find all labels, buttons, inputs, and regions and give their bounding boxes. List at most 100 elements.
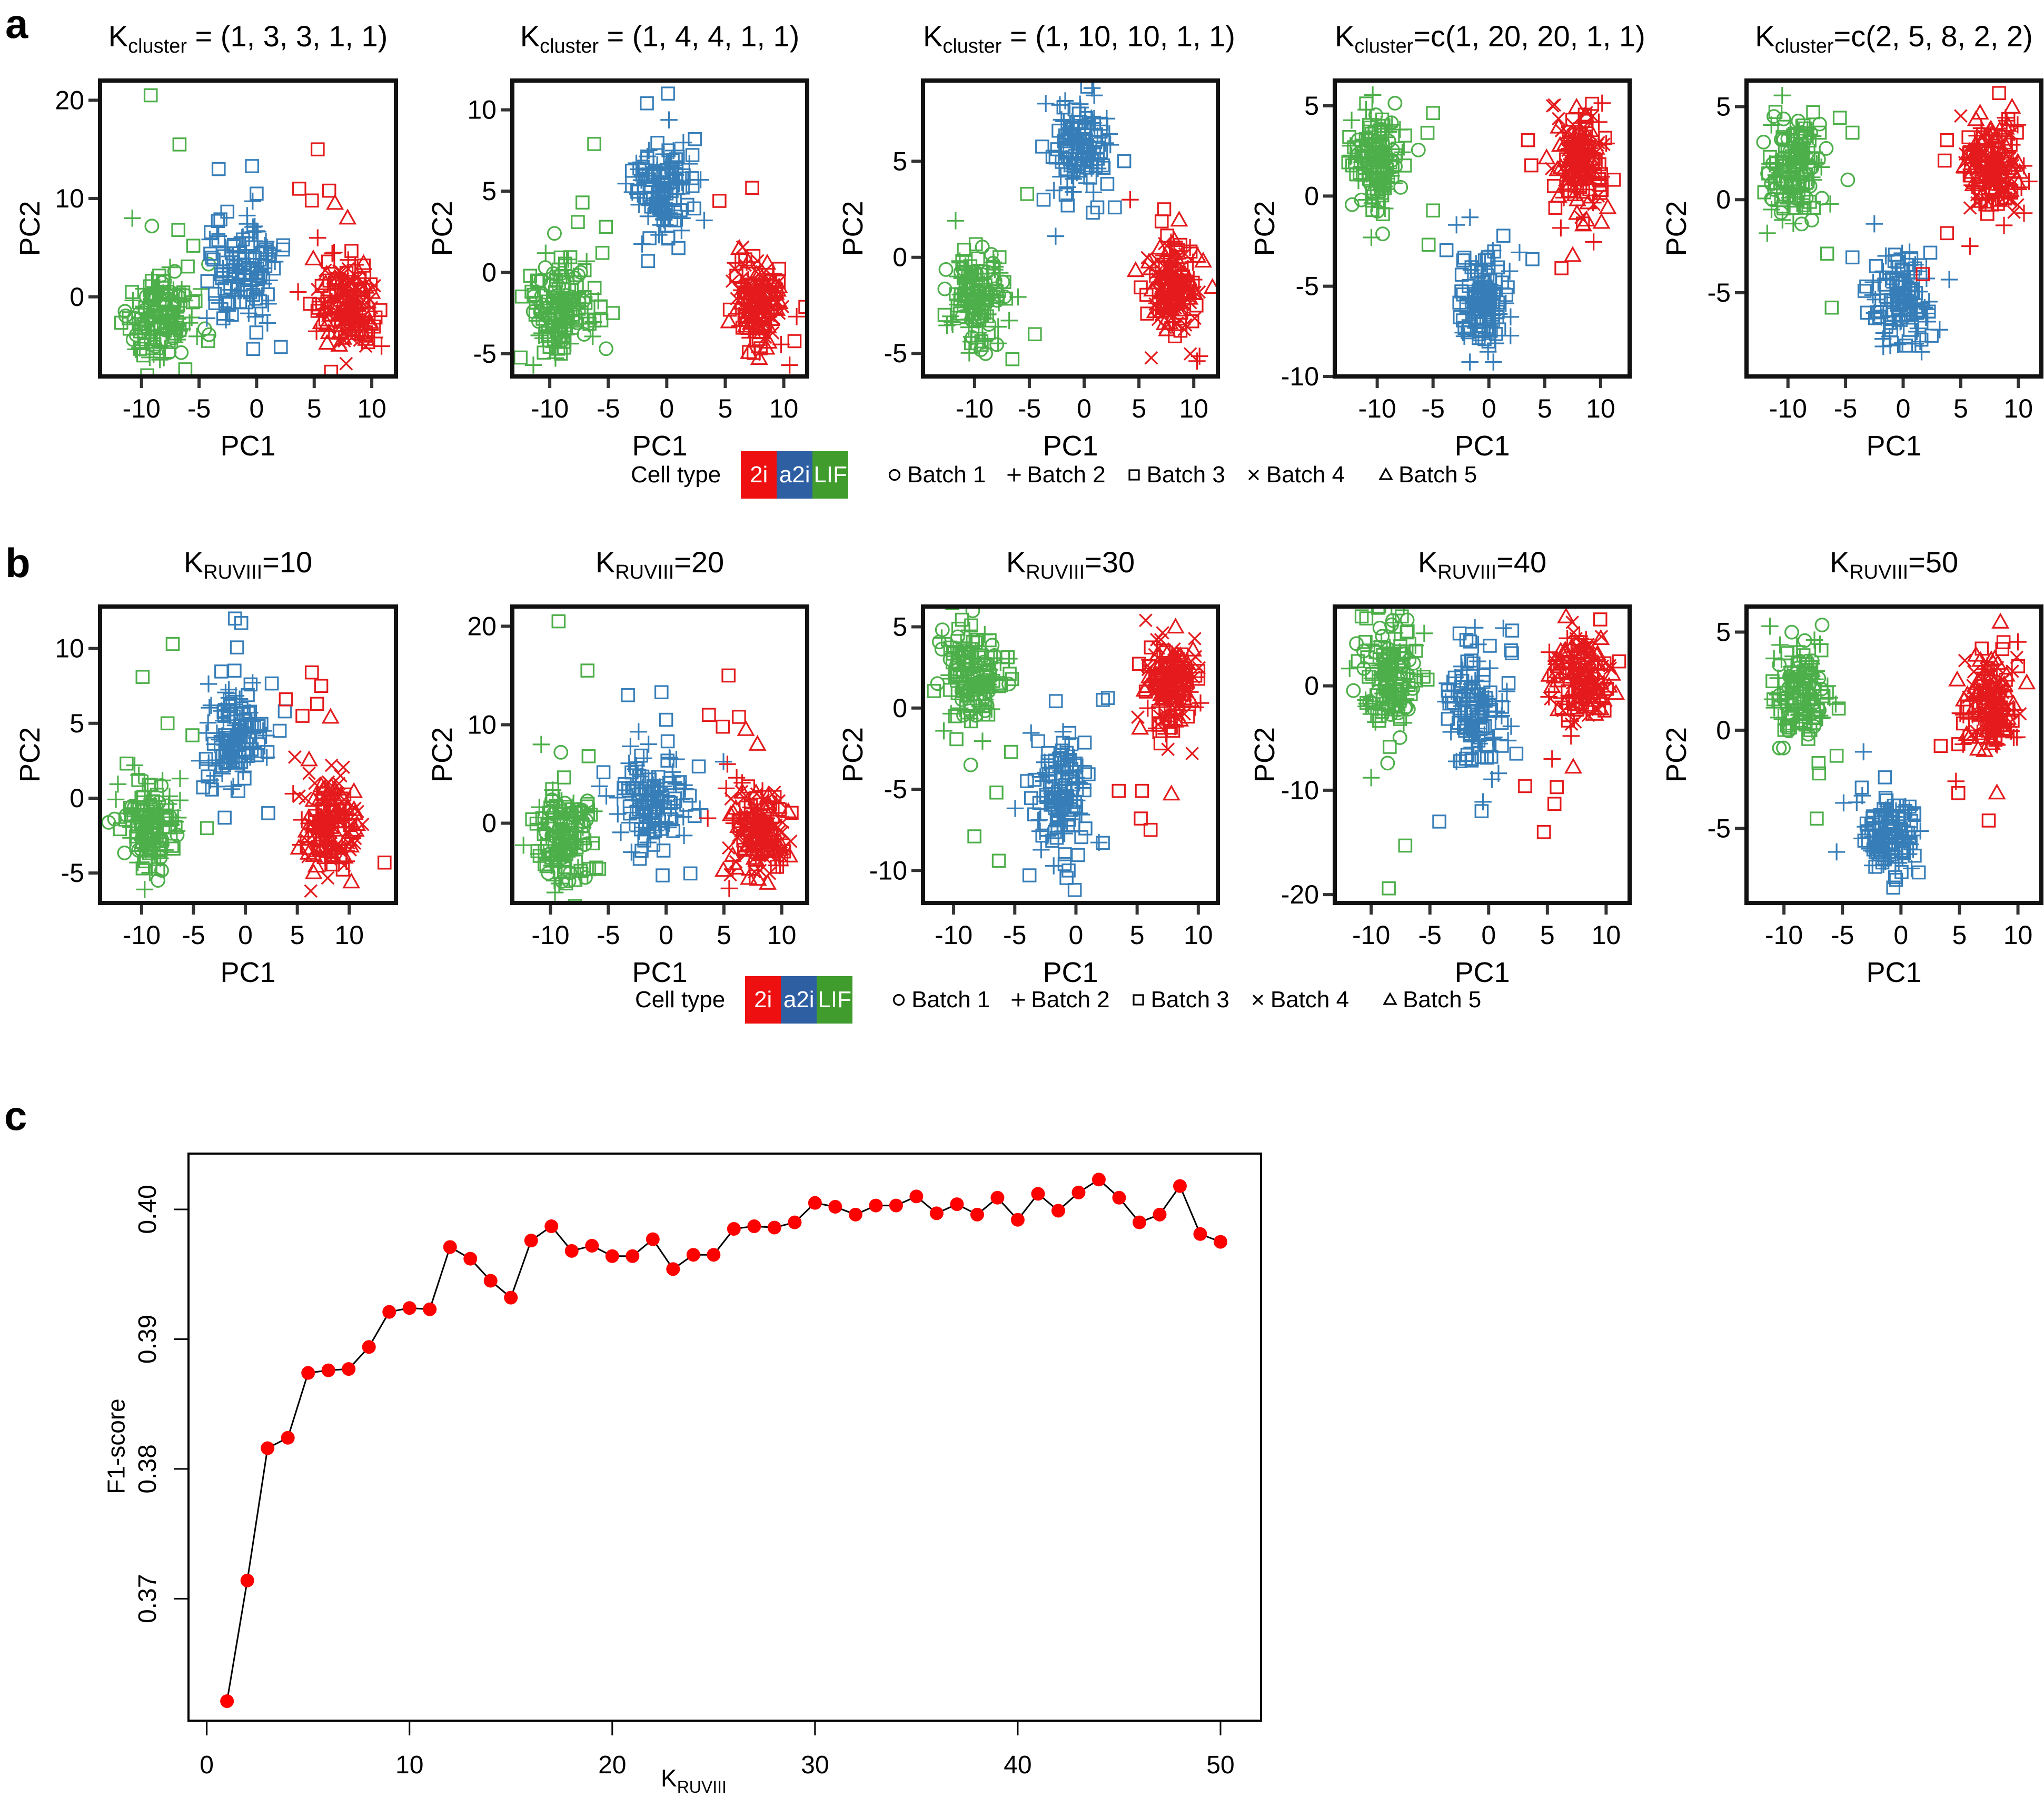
point-a2i bbox=[217, 281, 232, 296]
y-tick-label: 10 bbox=[55, 634, 84, 663]
point-a2i bbox=[1036, 192, 1051, 207]
point-lif bbox=[599, 341, 613, 356]
point-2i bbox=[319, 843, 333, 858]
legend-batch-5: Batch 5 bbox=[1376, 462, 1477, 488]
scatter-title-sub: cluster bbox=[128, 35, 187, 57]
point-lif bbox=[969, 291, 984, 305]
point-2i bbox=[754, 299, 772, 315]
point-a2i bbox=[1497, 294, 1515, 312]
point-2i bbox=[1194, 251, 1213, 268]
point-a2i bbox=[1453, 310, 1467, 324]
point-2i bbox=[1988, 154, 2002, 168]
point-2i bbox=[1933, 739, 1948, 753]
scatter-title-sub: RUVIII bbox=[203, 561, 263, 583]
point-lif bbox=[965, 330, 980, 345]
point-a2i bbox=[219, 302, 236, 320]
point-a2i bbox=[1054, 779, 1068, 793]
point-2i bbox=[1563, 697, 1577, 711]
point-2i bbox=[1581, 141, 1600, 157]
point-2i bbox=[361, 313, 380, 329]
point-lif bbox=[986, 673, 1000, 688]
point-a2i bbox=[660, 195, 678, 213]
point-a2i bbox=[654, 685, 669, 700]
point-lif bbox=[1373, 633, 1390, 650]
point-2i bbox=[1188, 352, 1206, 370]
point-2i bbox=[1138, 684, 1153, 699]
y-axis-label: PC2 bbox=[426, 727, 458, 782]
point-2i bbox=[340, 251, 357, 269]
point-2i bbox=[779, 802, 798, 818]
x-tick-label: 5 bbox=[307, 394, 322, 423]
point-lif bbox=[1426, 203, 1440, 218]
y-tick-label: 0.38 bbox=[134, 1444, 162, 1493]
point-2i bbox=[304, 884, 318, 898]
point-a2i bbox=[216, 239, 234, 256]
point-2i bbox=[740, 343, 758, 359]
point-lif bbox=[949, 732, 964, 747]
point-a2i bbox=[1474, 804, 1489, 818]
point-lif bbox=[137, 828, 152, 843]
point-a2i bbox=[651, 778, 669, 796]
point-lif bbox=[1786, 158, 1801, 173]
point-2i bbox=[321, 305, 340, 322]
y-tick-label: 5 bbox=[1716, 617, 1731, 647]
point-lif bbox=[1787, 201, 1801, 215]
point-lif bbox=[991, 264, 1009, 282]
point-a2i bbox=[1058, 187, 1073, 202]
point-a2i bbox=[246, 342, 261, 356]
point-a2i bbox=[1006, 800, 1024, 817]
plus-icon bbox=[1011, 993, 1025, 1007]
point-2i bbox=[716, 719, 730, 734]
circle-icon bbox=[889, 469, 901, 481]
point-lif bbox=[1388, 699, 1403, 714]
point-a2i bbox=[1096, 693, 1110, 707]
point-a2i bbox=[201, 699, 218, 717]
point-lif bbox=[989, 785, 1004, 800]
point-a2i bbox=[1117, 154, 1132, 168]
point-lif bbox=[1797, 131, 1812, 145]
point-a2i bbox=[222, 266, 237, 281]
point-a2i bbox=[1454, 284, 1468, 299]
point-a2i bbox=[667, 213, 682, 227]
point-a2i bbox=[1898, 300, 1916, 317]
point-2i bbox=[721, 668, 736, 683]
point-a2i bbox=[1484, 242, 1502, 260]
point-2i bbox=[1999, 672, 2013, 687]
point-a2i bbox=[1471, 735, 1489, 752]
point-a2i bbox=[1484, 353, 1502, 371]
legend-a: Cell type 2i a2i LIF Batch 1 Batch 2 Batch… bbox=[631, 451, 1477, 499]
y-axis-label: PC2 bbox=[14, 727, 46, 782]
point-2i bbox=[1564, 758, 1582, 774]
point-lif bbox=[942, 705, 960, 722]
point-2i bbox=[1998, 135, 2012, 150]
y-tick-label: 0 bbox=[482, 808, 497, 838]
y-tick-label: 0 bbox=[70, 282, 84, 312]
point-a2i bbox=[197, 724, 215, 742]
point-2i bbox=[1547, 797, 1562, 811]
point-2i bbox=[1986, 721, 2000, 735]
point-lif bbox=[935, 722, 952, 740]
point-2i bbox=[326, 194, 344, 210]
point-a2i bbox=[1078, 174, 1096, 192]
scatter-title-main: K bbox=[1417, 545, 1438, 579]
point-a2i bbox=[1496, 229, 1511, 243]
point-a2i bbox=[621, 688, 635, 702]
point-a2i bbox=[200, 274, 215, 289]
point-a2i bbox=[1854, 743, 1872, 761]
point-lif bbox=[991, 853, 1006, 868]
point-lif bbox=[1345, 197, 1360, 212]
x-tick-label: 50 bbox=[1206, 1751, 1234, 1779]
point-a2i bbox=[1511, 244, 1529, 261]
point-2i bbox=[772, 335, 790, 353]
point-2i bbox=[1965, 177, 1982, 195]
point-a2i bbox=[1432, 815, 1446, 829]
point-lif bbox=[550, 875, 568, 892]
point-a2i bbox=[672, 775, 687, 789]
point-2i bbox=[757, 821, 775, 839]
point-a2i bbox=[277, 704, 292, 719]
point-lif bbox=[1814, 191, 1830, 206]
x-tick-label: 20 bbox=[598, 1751, 626, 1779]
point-lif bbox=[1426, 106, 1440, 120]
point-a2i bbox=[1875, 855, 1890, 870]
point-a2i bbox=[1484, 306, 1502, 324]
